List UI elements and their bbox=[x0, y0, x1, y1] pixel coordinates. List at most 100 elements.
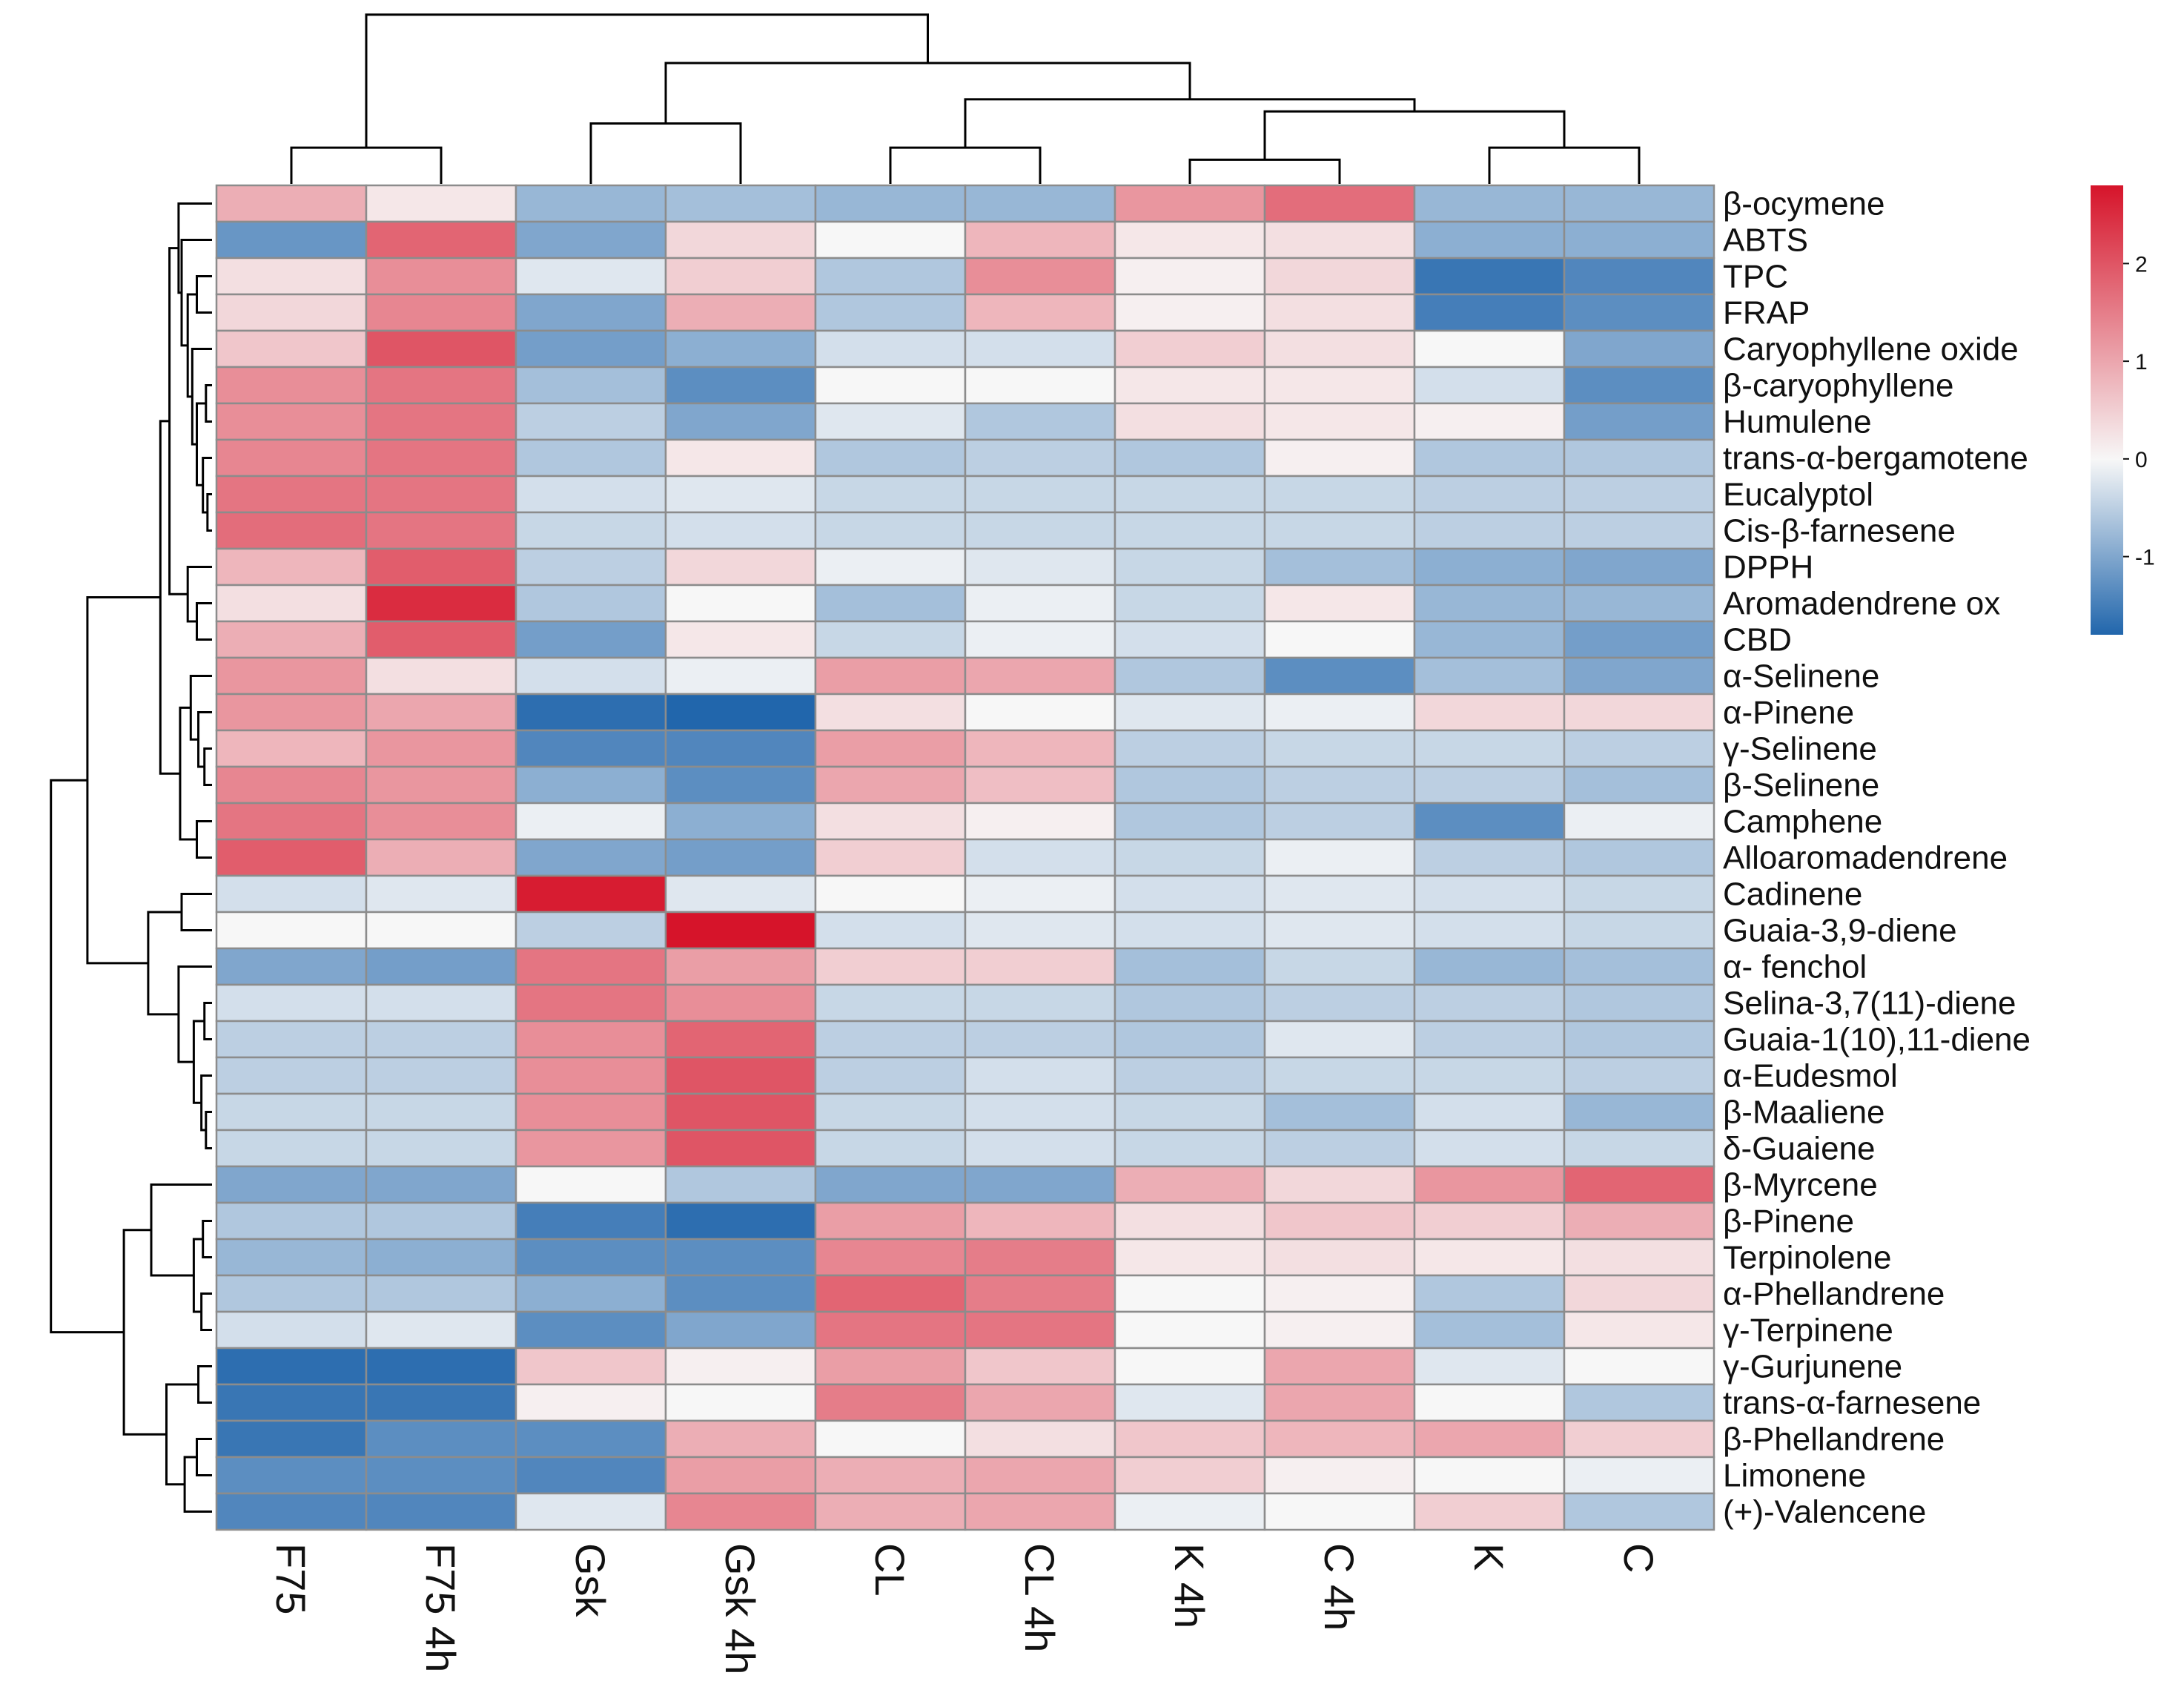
heatmap-cell bbox=[1413, 1129, 1566, 1168]
heatmap-cell bbox=[365, 802, 517, 841]
heatmap-cell bbox=[964, 1347, 1116, 1386]
heatmap-cell bbox=[215, 547, 368, 587]
dendrogram-branch bbox=[177, 202, 212, 294]
heatmap-cell bbox=[514, 1274, 667, 1313]
heatmap-cell bbox=[514, 620, 667, 659]
heatmap-cell bbox=[664, 184, 817, 223]
heatmap-cell bbox=[215, 1492, 368, 1531]
dendrogram-branch bbox=[196, 1438, 212, 1476]
heatmap-cell bbox=[215, 1383, 368, 1422]
heatmap-cell bbox=[1413, 1419, 1566, 1459]
heatmap-cell bbox=[814, 947, 967, 986]
heatmap-cell bbox=[814, 184, 967, 223]
heatmap-cell bbox=[664, 911, 817, 950]
heatmap-cell bbox=[1113, 1456, 1266, 1495]
heatmap-cell bbox=[1263, 257, 1416, 296]
dendrogram-branch bbox=[168, 247, 188, 595]
heatmap-cell bbox=[814, 1347, 967, 1386]
heatmap-cell bbox=[664, 1020, 817, 1059]
heatmap-cell bbox=[1113, 1274, 1266, 1313]
row-label: Cadinene bbox=[1723, 876, 1862, 913]
heatmap-cell bbox=[514, 220, 667, 260]
row-label: Limonene bbox=[1723, 1458, 1866, 1494]
heatmap-cell bbox=[664, 1456, 817, 1495]
heatmap-cell bbox=[1413, 1274, 1566, 1313]
heatmap-cell bbox=[215, 438, 368, 478]
heatmap-cell bbox=[1413, 584, 1566, 623]
heatmap-cell bbox=[964, 547, 1116, 587]
heatmap-cell bbox=[514, 1347, 667, 1386]
column-label: Gsk bbox=[567, 1543, 614, 1618]
row-label: β-Maaliene bbox=[1723, 1094, 1885, 1131]
heatmap-cell bbox=[814, 1165, 967, 1204]
heatmap-cell bbox=[814, 257, 967, 296]
heatmap-cell bbox=[664, 402, 817, 441]
heatmap-cell bbox=[1413, 911, 1566, 950]
heatmap-cell bbox=[964, 438, 1116, 478]
heatmap-cell bbox=[1413, 366, 1566, 405]
heatmap-cell bbox=[1413, 620, 1566, 659]
heatmap-cell bbox=[1413, 838, 1566, 877]
heatmap-cell bbox=[1563, 584, 1715, 623]
legend-tick-label: 0 bbox=[2135, 448, 2148, 472]
heatmap-cell bbox=[1413, 656, 1566, 696]
heatmap-cell bbox=[1113, 329, 1266, 369]
heatmap-cell bbox=[1563, 1201, 1715, 1241]
heatmap-cell bbox=[664, 1419, 817, 1459]
heatmap-cell bbox=[215, 329, 368, 369]
heatmap-cell bbox=[964, 475, 1116, 514]
heatmap-cell bbox=[1563, 366, 1715, 405]
heatmap-cell bbox=[964, 293, 1116, 332]
dendrogram-branch bbox=[122, 1229, 167, 1436]
heatmap-cell bbox=[1263, 765, 1416, 805]
heatmap-cell bbox=[1113, 1238, 1266, 1277]
heatmap-cell bbox=[1563, 1056, 1715, 1095]
heatmap-cell bbox=[215, 257, 368, 296]
heatmap-cell bbox=[215, 1129, 368, 1168]
heatmap-cell bbox=[514, 547, 667, 587]
heatmap-cell bbox=[1563, 1092, 1715, 1132]
heatmap-cell bbox=[365, 1165, 517, 1204]
heatmap-cell bbox=[814, 220, 967, 260]
heatmap-cell bbox=[664, 874, 817, 914]
dendrogram-branch bbox=[192, 1020, 205, 1104]
heatmap-cell bbox=[1413, 729, 1566, 768]
heatmap-cell bbox=[1113, 257, 1266, 296]
heatmap-cell bbox=[814, 693, 967, 732]
heatmap-cell bbox=[215, 1238, 368, 1277]
heatmap-cell bbox=[814, 1020, 967, 1059]
heatmap-cell bbox=[514, 1492, 667, 1531]
heatmap-cell bbox=[964, 1456, 1116, 1495]
row-label: Cis-β-farnesene bbox=[1723, 513, 1956, 549]
heatmap-cell bbox=[215, 1092, 368, 1132]
heatmap-cell bbox=[964, 184, 1116, 223]
dendrogram-branch bbox=[290, 146, 443, 184]
heatmap-cell bbox=[365, 1092, 517, 1132]
heatmap-cell bbox=[215, 693, 368, 732]
heatmap-cell bbox=[664, 293, 817, 332]
heatmap-cell bbox=[664, 475, 817, 514]
heatmap-cell bbox=[814, 366, 967, 405]
dendrogram-branch bbox=[191, 348, 212, 446]
heatmap-cell bbox=[215, 1456, 368, 1495]
heatmap-cell bbox=[1563, 438, 1715, 478]
legend-tick-label: 2 bbox=[2135, 252, 2148, 277]
heatmap-cell bbox=[1413, 1020, 1566, 1059]
heatmap-cell bbox=[814, 438, 967, 478]
heatmap-cell bbox=[1563, 1238, 1715, 1277]
heatmap-cell bbox=[514, 402, 667, 441]
heatmap-cell bbox=[1413, 1492, 1566, 1531]
row-label: TPC bbox=[1723, 259, 1788, 295]
heatmap-cell bbox=[365, 1238, 517, 1277]
heatmap-cell bbox=[1113, 1201, 1266, 1241]
heatmap-cell bbox=[514, 802, 667, 841]
heatmap-cell bbox=[964, 983, 1116, 1023]
row-dendrogram bbox=[50, 202, 212, 1513]
heatmap-cell bbox=[1413, 947, 1566, 986]
heatmap-cell bbox=[814, 874, 967, 914]
heatmap-cell bbox=[1113, 911, 1266, 950]
heatmap-cell bbox=[964, 874, 1116, 914]
heatmap-cell bbox=[1113, 511, 1266, 550]
heatmap-cell bbox=[1563, 475, 1715, 514]
heatmap-cell bbox=[814, 656, 967, 696]
